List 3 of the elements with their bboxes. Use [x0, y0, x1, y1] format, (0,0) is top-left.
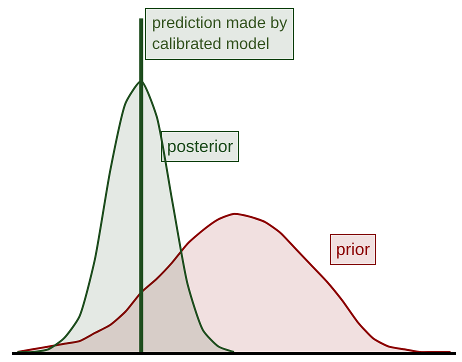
series-label: posterior — [167, 137, 234, 156]
series-label: prior — [336, 240, 370, 259]
text: prediction made by calibrated model — [152, 15, 288, 53]
